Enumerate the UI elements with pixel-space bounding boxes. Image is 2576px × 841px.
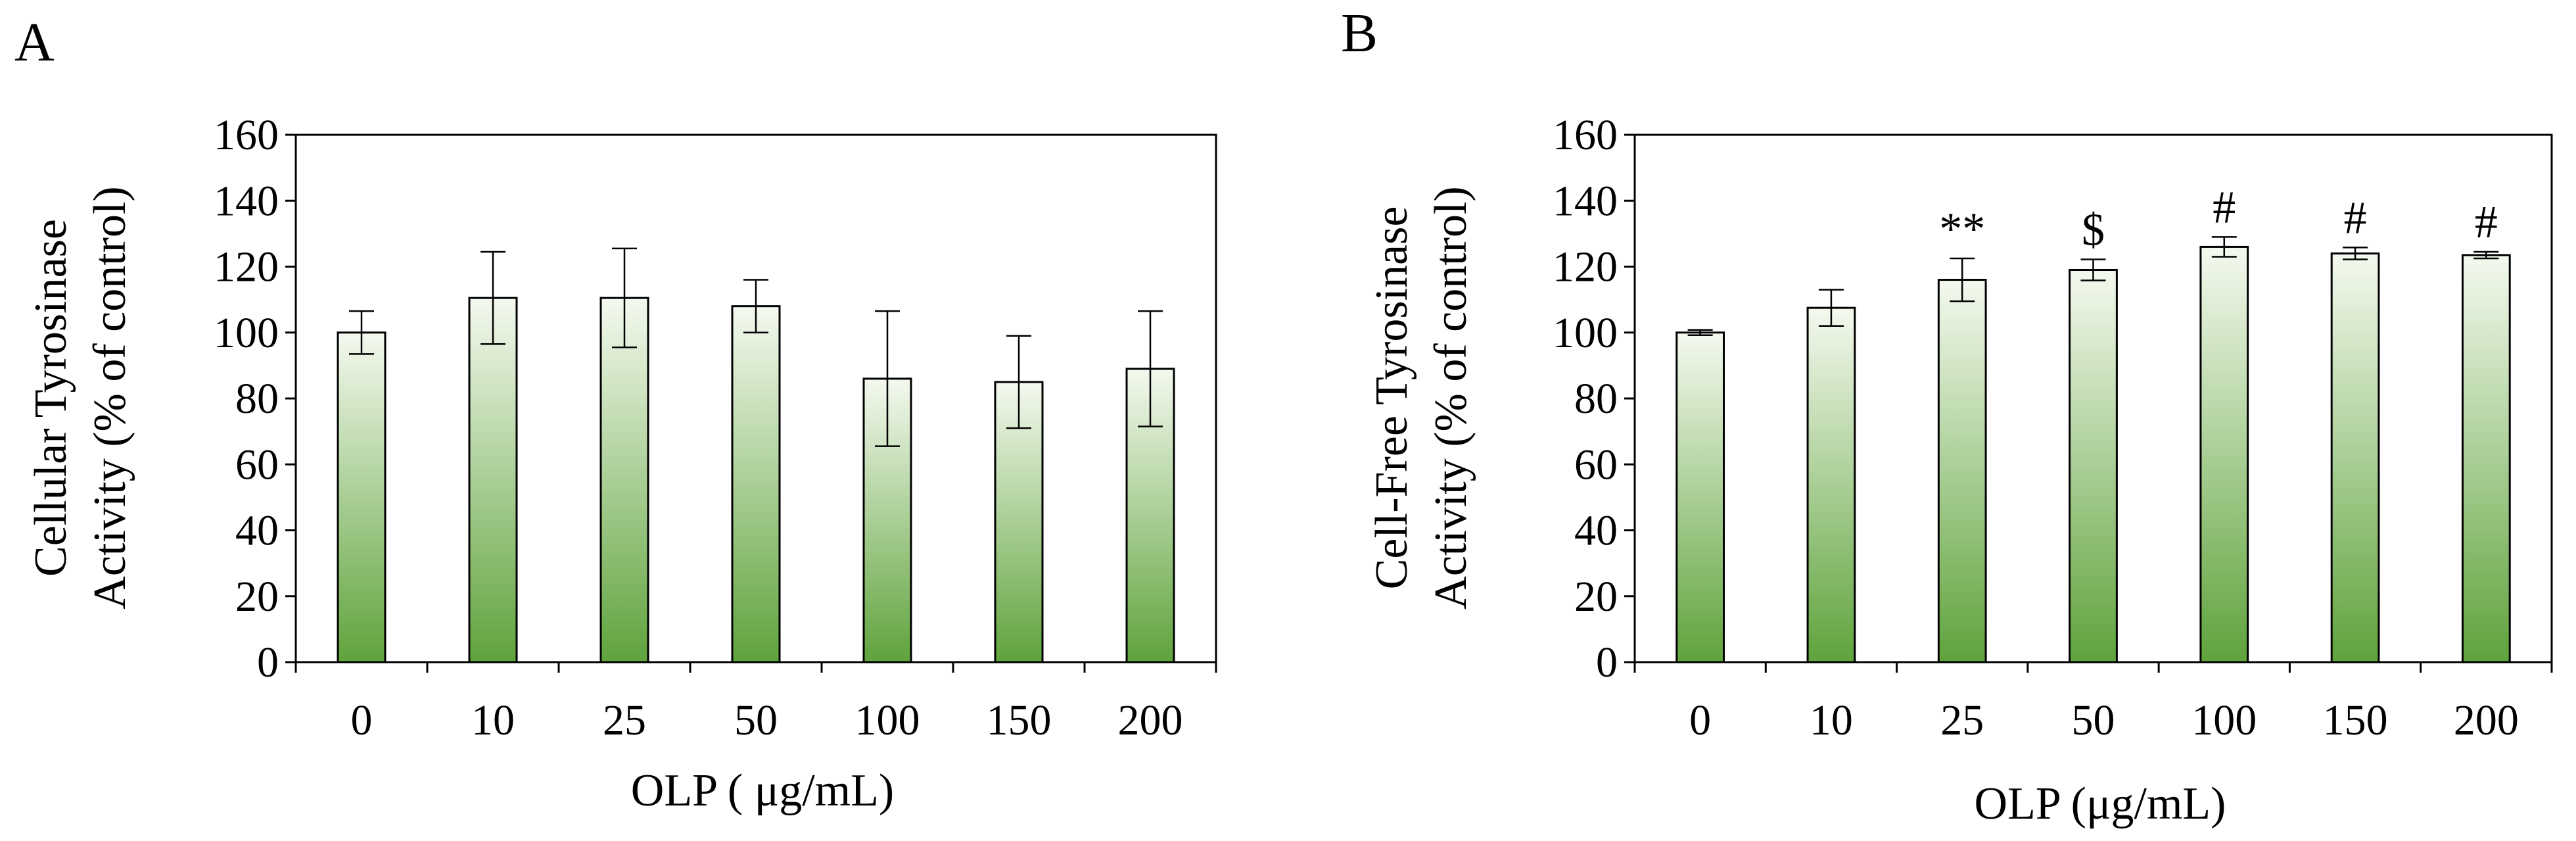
y-axis-title-line1: Cellular Tyrosinase — [26, 219, 76, 577]
bar — [2330, 252, 2380, 663]
y-tick-label: 0 — [257, 638, 279, 686]
x-tick-label: 100 — [855, 696, 920, 744]
y-tick-label: 80 — [235, 375, 279, 423]
x-tick-label: 50 — [734, 696, 778, 744]
y-tick-label: 60 — [1574, 441, 1618, 489]
bar — [2069, 269, 2118, 663]
chart-panel-a: A Cellular Tyrosinase Activity (% of con… — [14, 12, 1217, 816]
significance-marker: # — [2213, 182, 2236, 233]
bar — [2461, 254, 2511, 663]
y-axis-title-line1: Cell-Free Tyrosinase — [1367, 206, 1417, 590]
x-tick-label: 200 — [2454, 696, 2519, 744]
bar — [731, 305, 781, 663]
x-tick-label: 10 — [471, 696, 515, 744]
y-tick-label: 100 — [214, 309, 279, 357]
x-axis-title: OLP ( μg/mL) — [631, 765, 894, 816]
bar — [337, 331, 386, 663]
y-tick-label: 20 — [235, 573, 279, 621]
x-tick-label: 25 — [603, 696, 646, 744]
bar — [1806, 306, 1856, 663]
significance-marker: $ — [2082, 204, 2105, 255]
bar — [1675, 331, 1725, 663]
panel-label-b: B — [1341, 3, 1378, 64]
bar — [2199, 245, 2249, 663]
x-tick-label: 0 — [1689, 696, 1711, 744]
y-tick-label: 80 — [1574, 375, 1618, 423]
panel-label-a: A — [14, 12, 55, 73]
significance-marker: # — [2475, 197, 2498, 248]
x-tick-label: 100 — [2191, 696, 2257, 744]
chart-panel-b: B Cell-Free Tyrosinase Activity (% of co… — [1341, 3, 2553, 829]
y-tick-label: 40 — [235, 507, 279, 555]
bar — [1937, 279, 1987, 663]
y-tick-label: 40 — [1574, 507, 1618, 555]
x-tick-label: 150 — [987, 696, 1052, 744]
y-tick-label: 100 — [1553, 309, 1618, 357]
y-tick-label: 160 — [1553, 111, 1618, 159]
bar — [468, 297, 518, 663]
significance-marker: # — [2344, 193, 2367, 243]
y-tick-label: 20 — [1574, 573, 1618, 621]
y-tick-label: 0 — [1596, 638, 1618, 686]
x-axis-title: OLP (μg/mL) — [1975, 779, 2226, 829]
x-tick-label: 200 — [1118, 696, 1183, 744]
significance-marker: ** — [1939, 204, 1985, 254]
x-tick-label: 150 — [2323, 696, 2388, 744]
y-tick-label: 140 — [1553, 177, 1618, 225]
x-tick-label: 0 — [351, 696, 373, 744]
y-tick-label: 120 — [1553, 243, 1618, 291]
y-tick-label: 60 — [235, 441, 279, 489]
y-tick-label: 140 — [214, 177, 279, 225]
x-tick-label: 10 — [1810, 696, 1853, 744]
y-tick-label: 160 — [214, 111, 279, 159]
x-tick-label: 25 — [1940, 696, 1984, 744]
y-axis-title-line2: Activity (% of control) — [85, 186, 135, 609]
y-tick-label: 120 — [214, 243, 279, 291]
y-axis-title-line2: Activity (% of control) — [1426, 186, 1476, 609]
bar — [599, 297, 649, 663]
x-tick-label: 50 — [2072, 696, 2115, 744]
